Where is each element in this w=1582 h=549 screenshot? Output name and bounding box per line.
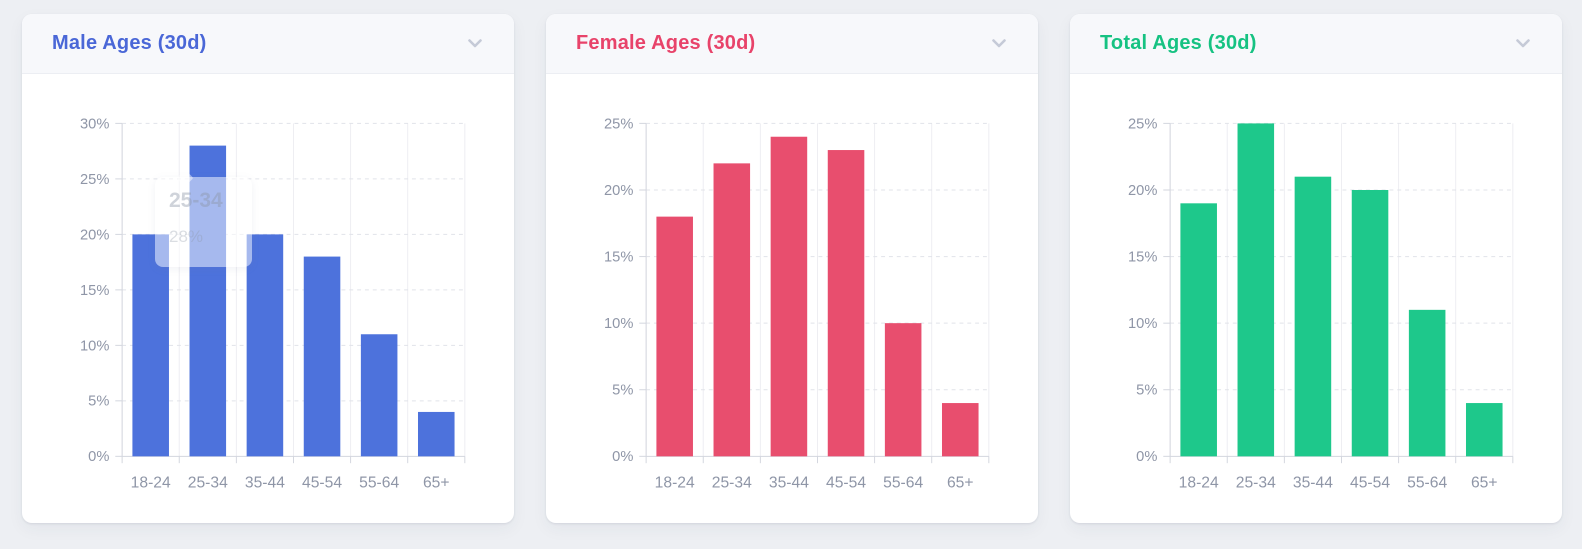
card-title: Female Ages (30d) — [576, 32, 756, 54]
card-title: Total Ages (30d) — [1100, 32, 1257, 54]
x-axis-label: 35-44 — [245, 475, 285, 492]
card-title: Male Ages (30d) — [52, 32, 207, 54]
bar-chart-male: 0% 5% 10% 15% 20% 25% 30% 18-24 25-34 35-44 45-54 5… — [80, 116, 466, 492]
y-axis-label: 20% — [604, 183, 633, 199]
y-axis-label: 25% — [604, 116, 633, 132]
y-axis-label: 10% — [1128, 316, 1157, 332]
bar-18-24[interactable] — [1180, 203, 1217, 457]
bar-45-54[interactable] — [303, 256, 341, 457]
card-header-male: Male Ages (30d) — [22, 14, 514, 74]
chart-area-total: 0% 5% 10% 15% 20% 25% 18-24 25-34 35-44 45-54 55-6… — [1070, 74, 1562, 523]
x-axis-label: 65+ — [947, 475, 974, 492]
card-male-ages: Male Ages (30d) 0% 5% 10% 15% 20% 25% 30% 18-24… — [22, 14, 514, 523]
x-axis-label: 18-24 — [655, 475, 695, 492]
y-axis-label: 5% — [88, 394, 109, 410]
bar-45-54[interactable] — [1351, 189, 1389, 457]
x-axis-label: 35-44 — [1293, 475, 1333, 492]
bar-65+[interactable] — [417, 411, 455, 457]
bar-35-44[interactable] — [1294, 176, 1332, 457]
x-axis-label: 45-54 — [302, 475, 342, 492]
bar-65+[interactable] — [1465, 403, 1503, 457]
y-axis-label: 0% — [612, 449, 633, 465]
bar-35-44[interactable] — [246, 234, 284, 457]
y-axis-label: 10% — [80, 338, 109, 354]
bar-25-34[interactable] — [189, 145, 227, 457]
x-axis-label: 65+ — [1471, 475, 1498, 492]
chevron-down-icon[interactable] — [990, 35, 1008, 53]
bar-55-64[interactable] — [884, 323, 922, 457]
card-total-ages: Total Ages (30d) 0% 5% 10% 15% 20% 25% 18-24 25… — [1070, 14, 1562, 523]
y-axis-label: 30% — [80, 116, 109, 132]
y-axis-label: 10% — [604, 316, 633, 332]
x-axis-label: 25-34 — [712, 475, 752, 492]
y-axis-label: 25% — [80, 172, 109, 188]
x-axis-label: 25-34 — [188, 475, 228, 492]
x-axis-label: 55-64 — [883, 475, 923, 492]
card-header-total: Total Ages (30d) — [1070, 14, 1562, 74]
chart-area-female: 0% 5% 10% 15% 20% 25% 18-24 25-34 35-44 45-54 55-6… — [546, 74, 1038, 523]
bar-18-24[interactable] — [132, 234, 169, 457]
card-female-ages: Female Ages (30d) 0% 5% 10% 15% 20% 25% 18-24 2… — [546, 14, 1038, 523]
y-axis-label: 0% — [1136, 449, 1157, 465]
x-axis-label: 65+ — [423, 475, 450, 492]
y-axis-label: 15% — [604, 249, 633, 265]
y-axis-label: 5% — [612, 383, 633, 399]
y-axis-label: 25% — [1128, 116, 1157, 132]
x-axis-label: 18-24 — [131, 475, 171, 492]
y-axis-label: 20% — [80, 227, 109, 243]
y-axis-label: 20% — [1128, 183, 1157, 199]
bar-55-64[interactable] — [360, 334, 398, 457]
bar-25-34[interactable] — [1237, 123, 1275, 457]
bar-25-34[interactable] — [713, 163, 751, 457]
y-axis-label: 0% — [88, 449, 109, 465]
bar-chart-total: 0% 5% 10% 15% 20% 25% 18-24 25-34 35-44 45-54 55-6… — [1128, 116, 1514, 492]
x-axis-label: 18-24 — [1179, 475, 1219, 492]
y-axis-label: 15% — [80, 283, 109, 299]
y-axis-label: 5% — [1136, 383, 1157, 399]
bar-chart-female: 0% 5% 10% 15% 20% 25% 18-24 25-34 35-44 45-54 55-6… — [604, 116, 990, 492]
y-axis-label: 15% — [1128, 249, 1157, 265]
x-axis-label: 25-34 — [1236, 475, 1276, 492]
bar-45-54[interactable] — [827, 150, 865, 457]
x-axis-label: 55-64 — [359, 475, 399, 492]
x-axis-label: 55-64 — [1407, 475, 1447, 492]
x-axis-label: 35-44 — [769, 475, 809, 492]
chart-area-male: 0% 5% 10% 15% 20% 25% 30% 18-24 25-34 35-44 45-54 5… — [22, 74, 514, 523]
x-axis-label: 45-54 — [1350, 475, 1390, 492]
bar-18-24[interactable] — [656, 216, 693, 457]
x-axis-label: 45-54 — [826, 475, 866, 492]
card-header-female: Female Ages (30d) — [546, 14, 1038, 74]
chevron-down-icon[interactable] — [466, 35, 484, 53]
bar-65+[interactable] — [941, 403, 979, 457]
chevron-down-icon[interactable] — [1514, 35, 1532, 53]
bar-35-44[interactable] — [770, 136, 808, 457]
bar-55-64[interactable] — [1408, 309, 1446, 457]
